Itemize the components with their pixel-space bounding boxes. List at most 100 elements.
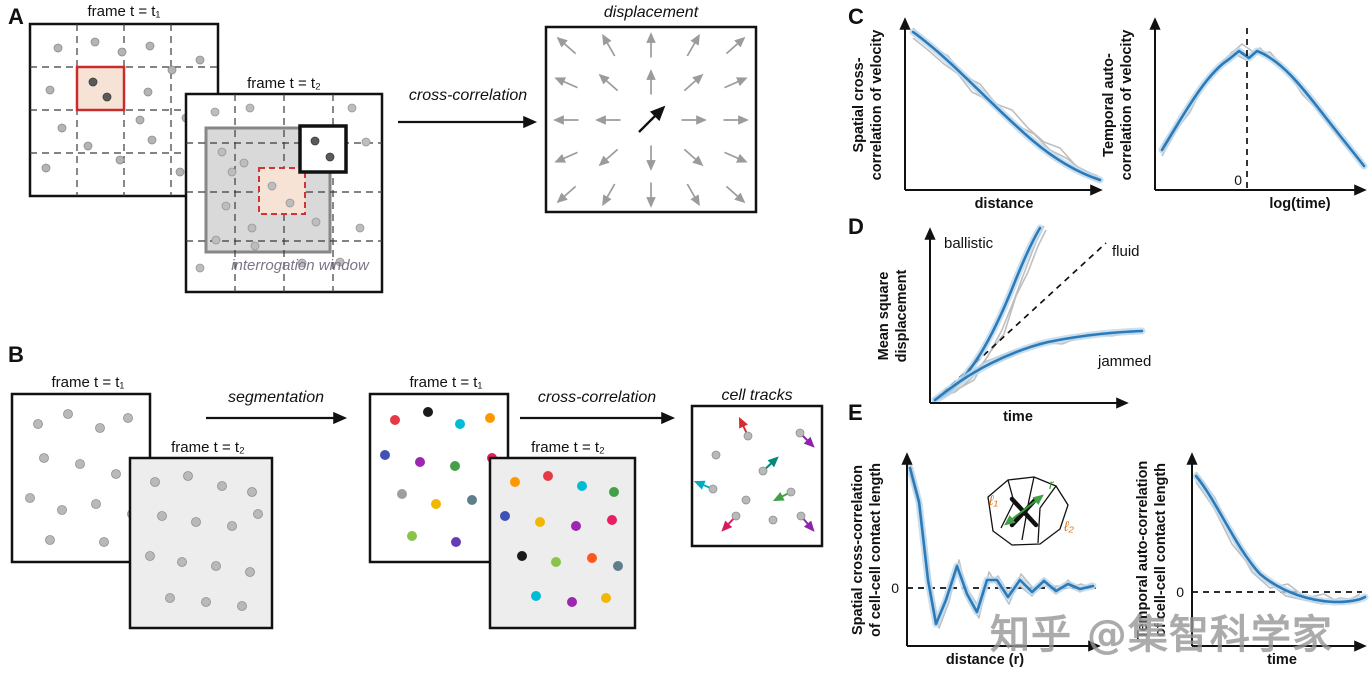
e-left-noise-curve <box>909 473 1093 619</box>
c-right-ylabel-line1: Temporal auto- <box>1101 53 1117 157</box>
displacement-vector <box>725 185 746 204</box>
a-matched-cell-black <box>298 124 348 174</box>
displacement-vector <box>683 73 704 92</box>
cell-dot <box>415 457 425 467</box>
panel-d-label: D <box>848 214 864 239</box>
d-ylabel-line1: Mean square <box>876 272 892 361</box>
d-fluid-label: fluid <box>1112 243 1140 260</box>
cell-dot <box>57 505 67 515</box>
cell-dot <box>183 471 193 481</box>
cell-dot <box>310 136 320 146</box>
cell-dot <box>217 481 227 491</box>
panel-b-label: B <box>8 342 24 367</box>
cell-dot <box>325 152 335 162</box>
c-right-mean-curve <box>1160 49 1366 168</box>
panel-e-label: E <box>848 400 863 425</box>
cell-dot <box>355 223 365 233</box>
cell-dot <box>245 567 255 577</box>
d-ballistic-label: ballistic <box>944 235 994 252</box>
cell-dot <box>741 495 751 505</box>
e-inset-cells: ℓ₁ ℓ₂ r <box>987 476 1075 546</box>
cell-dot <box>250 241 260 251</box>
panel-c-label: C <box>848 4 864 29</box>
b-seg-frame2-title: frame t = t₂ <box>531 439 605 456</box>
cell-dot <box>195 55 205 65</box>
cell-dot <box>758 466 768 476</box>
curve-band <box>1192 472 1369 606</box>
cell-dot <box>543 471 553 481</box>
curve-band <box>906 464 1097 628</box>
cell-dot <box>567 597 577 607</box>
c-left-ylabel-line2: correlation of velocity <box>869 30 885 181</box>
cell-dot <box>577 481 587 491</box>
b-frame2-cells <box>145 471 263 611</box>
cell-dot <box>45 535 55 545</box>
cell-dot <box>227 167 237 177</box>
cell-dot <box>431 499 441 509</box>
e-right-plot: 0 Temporal auto-correlation of cell-cell… <box>1135 452 1369 668</box>
cell-dot <box>711 450 721 460</box>
cell-dot <box>551 557 561 567</box>
cell-dot <box>99 537 109 547</box>
cell-dot <box>150 477 160 487</box>
cell-tracks <box>693 416 815 532</box>
a-frame2: interrogation window <box>184 92 384 294</box>
a-frame2-window-cells <box>310 136 335 162</box>
panel-b: B frame t = t₁ frame t = t₂ segmentation… <box>8 342 824 630</box>
cell-dot <box>601 593 611 603</box>
d-ylabel-line2: displacement <box>894 269 910 362</box>
cell-dot <box>609 487 619 497</box>
cell-dot <box>571 521 581 531</box>
displacement-vector <box>556 185 577 204</box>
cell-dot <box>397 489 407 499</box>
cell-dot <box>380 450 390 460</box>
cell-dot <box>517 551 527 561</box>
e-inset-cell-outline <box>987 476 1069 546</box>
cell-dot <box>450 461 460 471</box>
cell-dot <box>177 557 187 567</box>
cell-dot <box>75 459 85 469</box>
e-right-ylabel-line2: of cell-cell contact length <box>1153 463 1169 637</box>
c-right-plot: 0 Temporal auto- correlation of velocity… <box>1101 17 1368 212</box>
cell-dot <box>531 591 541 601</box>
cell-dot <box>221 201 231 211</box>
displacement-vector <box>554 151 578 163</box>
cell-dot <box>90 37 100 47</box>
displacement-title: displacement <box>604 4 699 21</box>
displacement-vector <box>724 151 748 163</box>
c-left-mean-curve <box>911 30 1102 182</box>
b-frame1-title: frame t = t₁ <box>51 374 124 391</box>
d-jammed-curve <box>933 329 1144 402</box>
cell-dot <box>267 181 277 191</box>
cell-dot <box>39 453 49 463</box>
displacement-vector <box>683 148 704 167</box>
c-left-xlabel: distance <box>975 196 1034 212</box>
segmentation-label: segmentation <box>228 389 324 406</box>
a-search-cell-red-dashed <box>258 167 306 215</box>
cell-dot <box>53 43 63 53</box>
e-inset-l1-label: ℓ₁ <box>988 492 999 508</box>
cell-dot <box>335 257 345 267</box>
displacement-vector-main <box>638 105 666 133</box>
cell-dot <box>451 537 461 547</box>
displacement-vector <box>725 36 746 55</box>
displacement-vector <box>554 77 578 89</box>
a-frame1-cells <box>41 37 205 177</box>
a-frame1-window-cells <box>88 77 112 102</box>
panel-e: E 0 Spatial cross-correlation of cell-ce… <box>848 400 1369 668</box>
a-interrogation-cell-red <box>75 65 126 112</box>
cell-dot <box>587 553 597 563</box>
cell-tracks-box <box>690 404 824 548</box>
cell-dot <box>145 41 155 51</box>
cell-dot <box>95 423 105 433</box>
cell-dot <box>123 413 133 423</box>
cell-dot <box>201 597 211 607</box>
cell-dot <box>311 217 321 227</box>
cell-dot <box>423 407 433 417</box>
cell-dot <box>63 409 73 419</box>
displacement-vector <box>686 33 700 57</box>
cell-dot <box>361 137 371 147</box>
cell-dot <box>731 511 741 521</box>
curve-band <box>931 224 1044 404</box>
cell-dot <box>607 515 617 525</box>
